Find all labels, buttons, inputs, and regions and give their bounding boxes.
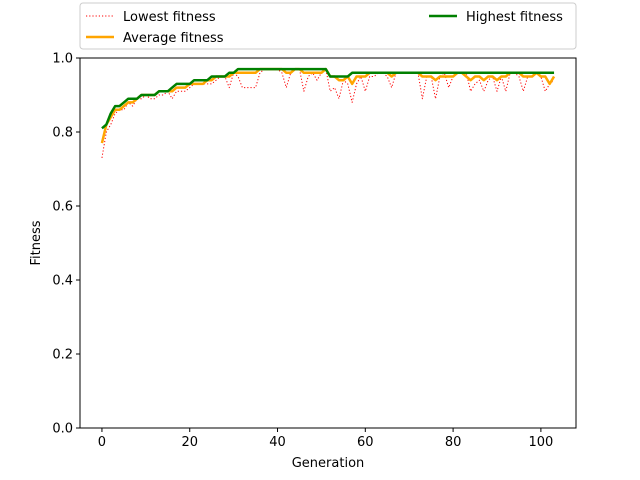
y-tick-label: 0.8	[52, 126, 73, 141]
legend-label-lowest: Lowest fitness	[123, 10, 216, 25]
x-tick-label: 20	[181, 435, 198, 450]
y-tick-label: 0.0	[52, 422, 73, 437]
x-tick-label: 60	[357, 435, 374, 450]
series-line-highest-fitness	[101, 67, 555, 130]
legend-label-average: Average fitness	[123, 31, 224, 46]
y-axis-label: Fitness	[29, 220, 44, 265]
y-tick-label: 1.0	[52, 52, 73, 67]
series-layer	[100, 67, 556, 158]
series-line-lowest-fitness	[101, 68, 555, 158]
x-axis-label: Generation	[292, 456, 365, 471]
y-tick-label: 0.6	[52, 200, 73, 215]
legend-label-highest: Highest fitness	[466, 10, 563, 25]
legend-box	[79, 2, 577, 50]
y-axis-ticks: 0.0 0.2 0.4 0.6 0.8 1.0	[52, 52, 80, 437]
x-tick-label: 80	[445, 435, 462, 450]
y-tick-label: 0.2	[52, 348, 73, 363]
x-tick-label: 40	[269, 435, 286, 450]
legend: Lowest fitness Average fitness Highest f…	[79, 2, 577, 50]
plot-area	[80, 58, 576, 428]
plot-frame	[79, 57, 577, 429]
x-tick-label: 0	[98, 435, 106, 450]
x-tick-label: 100	[528, 435, 553, 450]
y-tick-label: 0.4	[52, 274, 73, 289]
x-axis-ticks: 0 20 40 60 80 100	[98, 428, 553, 450]
